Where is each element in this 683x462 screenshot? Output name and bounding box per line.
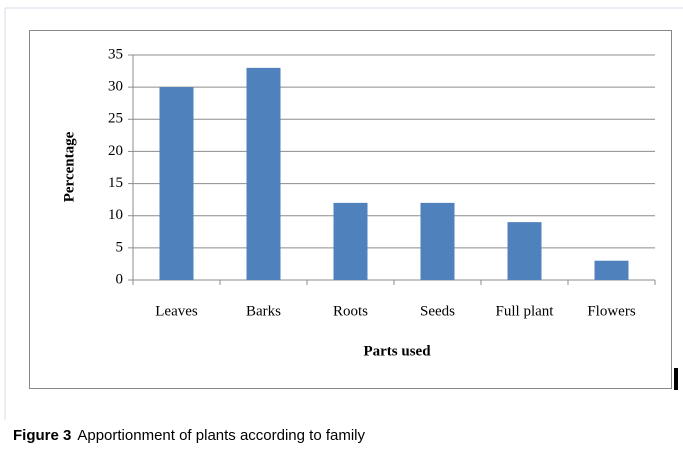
y-tick-label: 35: [108, 46, 123, 62]
x-tick-label: Full plant: [496, 303, 555, 319]
bar: [246, 67, 281, 280]
bar: [507, 222, 542, 280]
x-tick-label: Seeds: [420, 303, 455, 319]
bar: [333, 202, 368, 280]
y-tick-label: 30: [108, 79, 123, 95]
chart: Parts used Percentage 0 5 10 15 20 25 30 35 Leav…: [4, 7, 683, 420]
y-tick-label: 20: [108, 143, 123, 159]
y-tick-label: 5: [116, 239, 124, 255]
y-tick-label: 0: [116, 271, 124, 287]
caption-label: Figure 3: [13, 427, 72, 444]
bar: [420, 202, 455, 280]
y-tick-label: 10: [108, 207, 123, 223]
caption-text: Apportionment of plants according to fam…: [77, 427, 366, 444]
edge-mark: [674, 368, 678, 390]
x-tick-label: Flowers: [587, 303, 635, 319]
bar: [159, 87, 194, 281]
x-tick-label: Roots: [333, 303, 368, 319]
x-tick-label: Leaves: [155, 303, 198, 319]
bar: [594, 260, 629, 280]
x-tick-label: Barks: [246, 303, 281, 319]
caption: Figure 3 Apportionment of plants accordin…: [13, 427, 365, 444]
y-axis-label: Percentage: [61, 131, 77, 202]
x-axis-label: Parts used: [363, 343, 431, 359]
y-tick-label: 15: [108, 175, 123, 191]
y-tick-label: 25: [108, 111, 123, 127]
